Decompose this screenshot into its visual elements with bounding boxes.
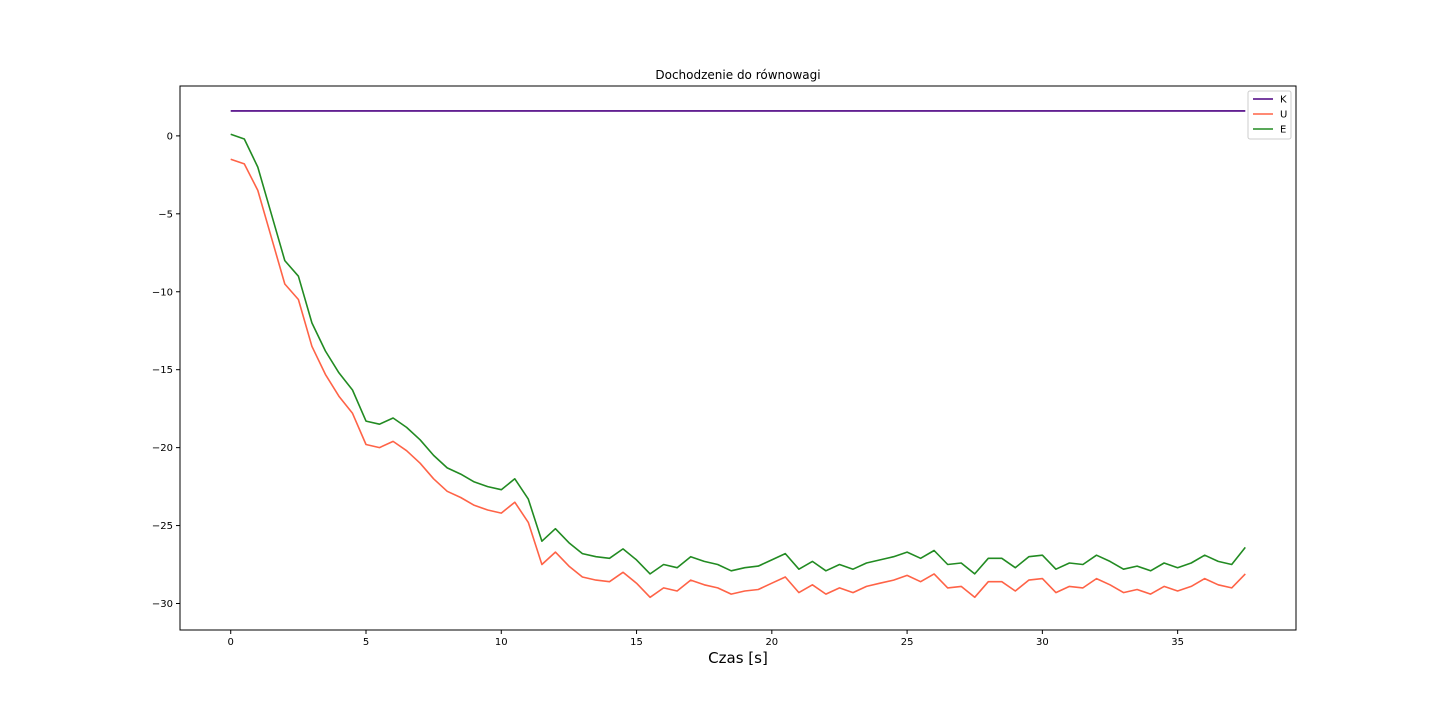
y-axis: 0 −5 −10 −15 −20 −25 −30 — [152, 131, 180, 610]
y-tick-label: −10 — [152, 287, 173, 298]
legend-box — [1247, 90, 1292, 140]
series-line-e — [230, 133, 1246, 575]
y-tick-label: −25 — [152, 521, 173, 532]
x-axis: 0 5 10 15 20 25 30 35 — [228, 630, 1184, 648]
legend-label-e: E — [1280, 125, 1286, 136]
x-tick-label: 20 — [765, 637, 778, 648]
x-tick-label: 35 — [1171, 637, 1184, 648]
x-axis-label: Czas [s] — [708, 649, 768, 667]
x-tick-label: 25 — [901, 637, 914, 648]
legend-label-k: K — [1280, 95, 1287, 106]
y-tick-label: 0 — [167, 131, 173, 142]
y-tick-label: −30 — [152, 599, 173, 610]
series-line-u — [230, 158, 1246, 599]
x-tick-label: 10 — [495, 637, 508, 648]
y-tick-label: −20 — [152, 443, 173, 454]
y-tick-label: −5 — [158, 209, 173, 220]
legend: KUE — [1247, 90, 1292, 140]
x-tick-label: 15 — [630, 637, 643, 648]
y-tick-label: −15 — [152, 365, 173, 376]
x-tick-label: 30 — [1036, 637, 1049, 648]
x-tick-label: 5 — [363, 637, 369, 648]
chart-title: Dochodzenie do równowagi — [655, 68, 820, 82]
legend-label-u: U — [1280, 110, 1287, 121]
plot-frame — [179, 85, 1297, 631]
x-tick-label: 0 — [228, 637, 234, 648]
